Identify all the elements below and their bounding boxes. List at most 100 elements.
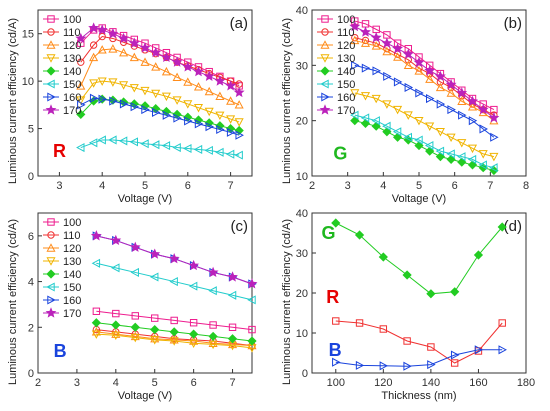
y-tick-label-c: 0	[28, 368, 34, 380]
series-b-150	[350, 110, 498, 173]
series-b-170	[349, 20, 500, 123]
data-point-b-150	[350, 110, 359, 120]
data-point-a-160	[77, 100, 86, 110]
data-point-a-170	[107, 28, 119, 39]
data-point-c-140	[111, 320, 121, 330]
data-point-a-130	[76, 96, 86, 105]
series-a-130	[76, 77, 244, 127]
data-point-a-160	[173, 113, 182, 123]
data-point-b-130	[414, 116, 424, 126]
series-d-B	[332, 345, 507, 371]
data-point-b-140	[457, 157, 467, 167]
data-point-b-150	[424, 141, 434, 151]
data-point-c-170	[246, 278, 258, 289]
data-point-d-R	[498, 319, 506, 327]
legend-entry-a: 170	[63, 105, 81, 117]
y-tick-label-c: 6	[28, 231, 34, 243]
data-point-c-120	[208, 338, 218, 347]
series-c-120	[91, 327, 257, 350]
data-point-b-150	[467, 154, 477, 164]
data-point-d-B	[355, 360, 365, 370]
legend-marker-c	[45, 307, 57, 318]
legend-marker-b	[319, 104, 331, 115]
series-line-a-130	[80, 80, 240, 123]
y-tick-label-d: 10	[296, 328, 308, 340]
series-label-d-G: G	[322, 223, 336, 243]
legend-marker-a	[46, 66, 56, 76]
data-point-b-160	[436, 99, 446, 109]
data-point-d-G	[378, 252, 388, 262]
data-point-d-B	[379, 361, 389, 371]
data-point-c-140	[169, 327, 179, 337]
data-point-b-140	[467, 160, 478, 170]
data-point-c-150	[247, 295, 256, 305]
series-d-R	[332, 317, 506, 367]
data-point-b-160	[383, 71, 392, 81]
data-point-b-130	[467, 144, 478, 154]
data-point-c-130	[150, 336, 160, 345]
legend-marker-c	[46, 243, 56, 252]
data-point-a-130	[97, 77, 107, 86]
data-point-a-150	[161, 141, 171, 151]
data-point-a-120	[226, 96, 236, 105]
data-point-b-160	[468, 116, 478, 126]
data-point-c-120	[130, 331, 140, 341]
data-point-a-130	[129, 84, 139, 93]
series-label-d-R: R	[326, 287, 339, 307]
legend-entry-a: 110	[63, 27, 81, 39]
data-point-b-170	[413, 56, 425, 68]
legend-marker-c	[46, 282, 55, 292]
y-tick-label-d: 40	[296, 208, 308, 220]
data-point-a-170	[193, 65, 204, 77]
y-tick-label-a: 5	[28, 124, 34, 136]
x-tick-label-d: 180	[517, 377, 535, 389]
data-point-a-120	[97, 45, 107, 54]
legend-marker-b	[320, 79, 329, 89]
legend-marker-a	[45, 104, 57, 115]
data-point-b-130	[457, 139, 467, 148]
data-point-b-130	[489, 152, 499, 162]
data-point-d-G	[402, 270, 412, 280]
data-point-d-G	[450, 287, 460, 297]
data-point-a-130	[193, 104, 204, 113]
data-point-c-150	[227, 290, 237, 300]
series-c-150	[91, 258, 256, 305]
data-point-a-130	[204, 107, 214, 117]
data-point-b-130	[360, 92, 371, 101]
data-point-a-130	[108, 78, 118, 87]
series-line-c-120	[96, 331, 253, 347]
data-point-b-150	[435, 146, 445, 156]
data-point-c-120	[91, 327, 101, 336]
x-tick-label-c: 6	[191, 377, 197, 389]
x-tick-label-a: 6	[185, 180, 191, 192]
data-point-c-100	[228, 323, 237, 331]
data-point-c-100	[170, 316, 178, 325]
x-axis-label-d: Thickness (nm)	[381, 390, 456, 402]
plot-frame-c	[37, 212, 253, 374]
data-point-a-150	[88, 138, 98, 148]
series-line-a-120	[80, 48, 240, 106]
series-line-c-100	[96, 310, 253, 331]
data-point-c-130	[130, 333, 140, 343]
data-point-b-170	[392, 43, 404, 54]
panel-tag-c: (c)	[231, 218, 249, 235]
data-point-d-R	[403, 337, 411, 345]
data-point-b-120	[435, 82, 445, 92]
x-tick-label-b: 7	[487, 180, 493, 192]
data-point-d-R	[427, 343, 435, 351]
y-axis-label-d: Luminous current efficiency (cd/A)	[281, 219, 293, 385]
panel-tag-d: (d)	[504, 218, 522, 235]
data-point-c-140	[189, 329, 199, 339]
data-point-a-150	[129, 137, 138, 147]
legend-entry-b: 150	[337, 79, 355, 91]
x-tick-label-b: 5	[416, 180, 422, 192]
data-point-c-150	[130, 267, 139, 277]
series-line-a-150	[80, 139, 240, 156]
data-point-b-130	[393, 105, 403, 115]
data-point-b-170	[445, 78, 457, 90]
data-point-a-120	[234, 100, 244, 109]
data-point-c-170	[129, 241, 141, 252]
series-a-120	[76, 44, 244, 109]
